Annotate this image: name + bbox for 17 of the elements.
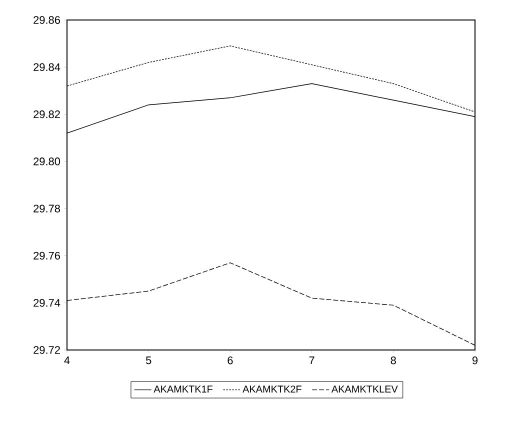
x-tick-label: 7 bbox=[309, 356, 314, 364]
y-tick-label: 29.72 bbox=[34, 346, 60, 354]
legend-label: AKAMKTK1F bbox=[154, 386, 212, 392]
y-tick-label: 29.78 bbox=[34, 204, 60, 212]
y-tick-label: 29.82 bbox=[34, 110, 60, 118]
legend-label: AKAMKTKLEV bbox=[331, 386, 398, 392]
x-tick-label: 6 bbox=[228, 356, 233, 364]
y-tick-label: 29.84 bbox=[34, 63, 60, 72]
x-tick-label: 4 bbox=[64, 356, 70, 364]
legend-label: AKAMKTK2F bbox=[242, 386, 302, 393]
y-tick-label: 29.86 bbox=[34, 16, 60, 24]
y-tick-label: 29.74 bbox=[34, 298, 60, 307]
y-tick-label: 29.76 bbox=[34, 252, 60, 260]
y-tick-label: 29.80 bbox=[34, 158, 60, 166]
x-tick-label: 5 bbox=[146, 356, 152, 364]
x-tick-label: 9 bbox=[472, 356, 478, 364]
x-tick-label: 8 bbox=[390, 356, 396, 364]
